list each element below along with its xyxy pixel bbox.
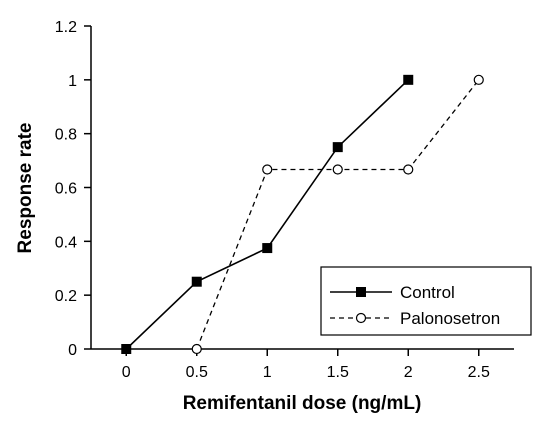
data-point-palonosetron [403, 164, 414, 175]
legend-label-control: Control [400, 283, 455, 302]
legend-entry-palonosetron: Palonosetron [330, 309, 500, 328]
y-tick-label: 0.8 [55, 127, 77, 144]
data-point-palonosetron [262, 164, 273, 175]
x-axis-title: Remifentanil dose (ng/mL) [183, 393, 422, 414]
x-tick-label: 2.5 [468, 364, 490, 381]
data-point-control [121, 344, 132, 354]
legend-label-palonosetron: Palonosetron [400, 309, 500, 328]
y-tick-label: 0.4 [55, 234, 77, 251]
x-tick-label: 0.5 [186, 364, 208, 381]
y-axis-title: Response rate [15, 123, 36, 254]
legend: Control Palonosetron [320, 266, 532, 336]
y-tick-label: 0.2 [55, 288, 77, 305]
legend-entry-control: Control [330, 283, 455, 302]
data-point-control [191, 276, 202, 287]
x-tick-label: 2 [404, 364, 413, 381]
legend-marker-control [356, 287, 366, 297]
ticks: 0 0.5 1 1.5 2 2.5 0 0.2 0.4 0.6 0.8 1 1.2 [55, 19, 490, 381]
series-layer [121, 74, 484, 355]
data-point-control [332, 142, 343, 153]
y-tick-label: 0 [68, 342, 77, 359]
data-point-control [262, 243, 273, 254]
x-tick-label: 0 [122, 364, 131, 381]
y-tick-label: 1.2 [55, 19, 77, 36]
y-tick-label: 0.6 [55, 181, 77, 198]
data-point-palonosetron [191, 343, 202, 355]
x-tick-label: 1 [263, 364, 272, 381]
legend-box [320, 266, 532, 336]
y-tick-label: 1 [68, 73, 77, 90]
x-tick-label: 1.5 [327, 364, 349, 381]
data-point-palonosetron [473, 74, 484, 85]
legend-marker-palonosetron [355, 312, 367, 324]
data-point-palonosetron [332, 164, 343, 175]
data-point-control [403, 74, 414, 85]
